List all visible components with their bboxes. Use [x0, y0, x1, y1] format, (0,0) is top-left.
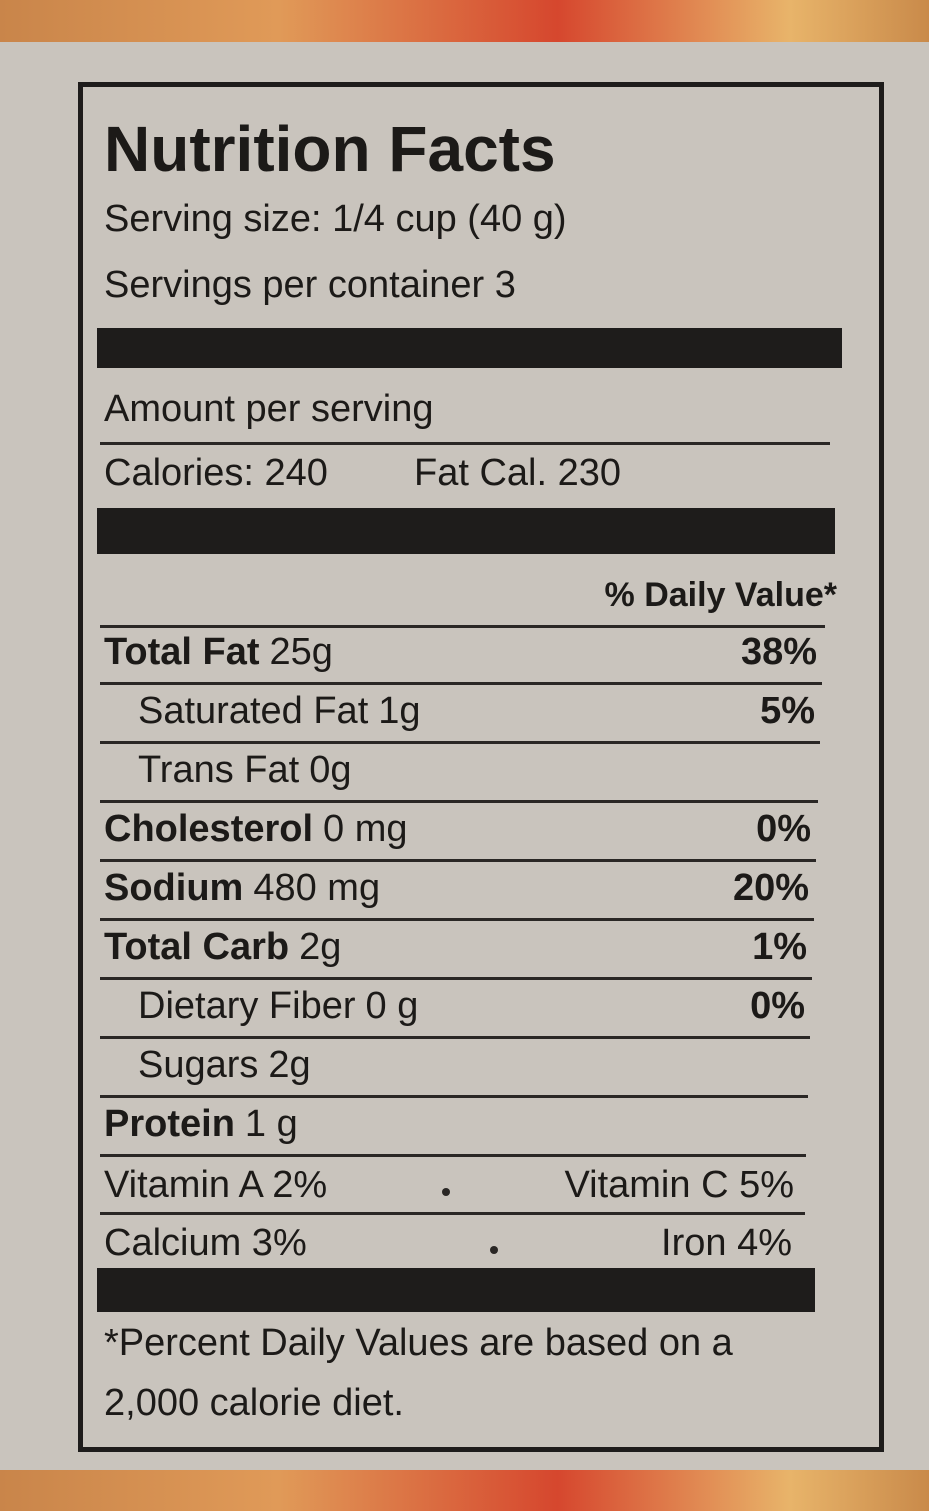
rule: [100, 918, 814, 921]
label-box: [78, 82, 884, 1452]
fat-calories: Fat Cal. 230: [414, 452, 621, 494]
vitamin-left: Vitamin A 2%: [104, 1164, 328, 1206]
nutrient-amount: 0 mg: [323, 808, 408, 850]
rule: [100, 977, 812, 980]
rule: [100, 1095, 808, 1098]
nutrient-name: Dietary Fiber: [138, 985, 356, 1027]
amount-per-serving: Amount per serving: [104, 388, 434, 430]
vitamin-right: Iron 4%: [661, 1222, 792, 1264]
title: Nutrition Facts: [104, 113, 556, 185]
nutrient-name: Total Carb: [104, 926, 290, 968]
rule: [100, 741, 820, 744]
calories: Calories: 240: [104, 452, 328, 494]
thick-bar: [97, 508, 835, 554]
thick-bar: [97, 1268, 815, 1312]
label-background: [0, 42, 929, 1470]
nutrient-dv: 20%: [732, 867, 809, 909]
thick-bar: [97, 328, 842, 368]
nutrient-amount: 0g: [309, 749, 352, 791]
vitamin-left: Calcium 3%: [104, 1222, 307, 1264]
nutrient-amount: 25g: [269, 631, 333, 673]
nutrient-dv: 1%: [752, 926, 807, 968]
footnote-line: *Percent Daily Values are based on a: [104, 1322, 733, 1364]
nutrient-dv: 38%: [740, 631, 817, 673]
rule: [100, 1036, 810, 1039]
nutrient-amount: 480 mg: [253, 867, 381, 909]
serving-size: Serving size: 1/4 cup (40 g): [104, 198, 567, 240]
nutrient-name: Protein: [104, 1103, 235, 1145]
nutrient-amount: 1 g: [244, 1103, 298, 1145]
nutrient-name: Cholesterol: [104, 808, 314, 850]
separator-dot: [490, 1246, 498, 1254]
nutrient-dv: 5%: [760, 690, 815, 732]
rule: [100, 625, 825, 628]
nutrient-dv: 0%: [756, 808, 811, 850]
nutrient-dv: 0%: [750, 985, 805, 1027]
nutrient-amount: 2g: [299, 926, 342, 968]
separator-dot: [442, 1188, 450, 1196]
rule: [100, 1154, 806, 1157]
nutrient-name: Total Fat: [104, 631, 260, 673]
daily-value-header: % Daily Value*: [604, 576, 837, 614]
rule: [100, 859, 816, 862]
nutrient-name: Trans Fat: [138, 749, 300, 791]
nutrient-name: Sodium: [104, 867, 244, 909]
footnote-line: 2,000 calorie diet.: [104, 1382, 404, 1424]
rule: [100, 1212, 805, 1215]
vitamin-right: Vitamin C 5%: [564, 1164, 794, 1206]
nutrient-name: Saturated Fat: [138, 690, 369, 732]
nutrient-amount: 1g: [378, 690, 421, 732]
rule: [100, 800, 818, 803]
servings-per-container: Servings per container 3: [104, 264, 516, 306]
nutrient-amount: 0 g: [365, 985, 419, 1027]
nutrient-name: Sugars: [138, 1044, 259, 1086]
rule: [100, 682, 822, 685]
rule: [100, 442, 830, 445]
nutrient-amount: 2g: [268, 1044, 311, 1086]
